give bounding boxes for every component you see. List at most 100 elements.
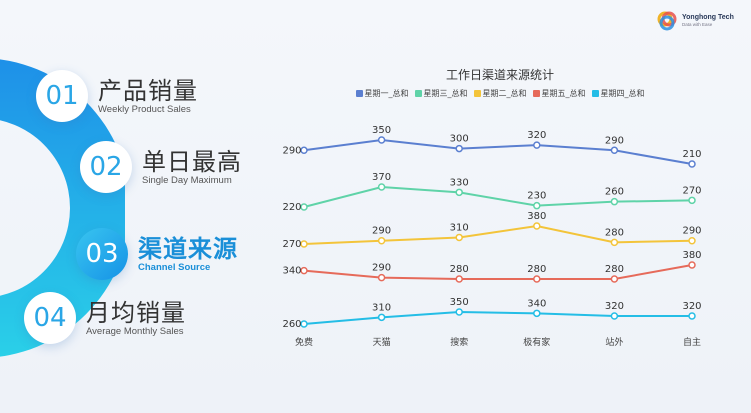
data-point[interactable] [377, 236, 386, 245]
data-point[interactable] [300, 320, 308, 328]
menu-item-title: 渠道来源 [138, 234, 238, 263]
data-label: 320 [605, 301, 624, 312]
legend-swatch [591, 90, 599, 97]
data-point[interactable] [688, 160, 696, 168]
data-point[interactable] [533, 222, 541, 230]
x-tick-label: 站外 [605, 336, 623, 348]
data-label: 310 [450, 222, 469, 233]
chart-title: 工作日渠道来源统计 [445, 68, 554, 82]
legend-label: 星期三_总和 [423, 89, 468, 98]
series-line [303, 264, 693, 280]
data-point[interactable] [610, 146, 619, 155]
menu-item-title: 单日最高 [142, 147, 242, 176]
data-point[interactable] [533, 201, 541, 210]
legend-item[interactable]: 星期三_总和 [414, 88, 468, 99]
data-point[interactable] [688, 196, 696, 205]
legend-label: 星期五_总和 [541, 89, 586, 98]
data-point[interactable] [610, 275, 619, 283]
data-label: 380 [527, 211, 546, 222]
data-point[interactable] [610, 312, 619, 320]
data-label: 320 [682, 301, 701, 312]
legend-item[interactable]: 星期四_总和 [591, 88, 645, 99]
legend-swatch [532, 90, 540, 97]
data-label: 310 [372, 302, 391, 313]
data-label: 340 [527, 298, 546, 309]
data-label: 290 [372, 226, 391, 237]
data-point[interactable] [610, 238, 619, 247]
menu-item-title: 产品销量 [98, 76, 198, 105]
x-tick-label: 天猫 [373, 336, 391, 348]
legend-swatch [414, 90, 422, 97]
data-point[interactable] [688, 261, 696, 269]
data-point[interactable] [300, 146, 308, 155]
logo-icon [657, 11, 677, 31]
menu-item-product-sales[interactable]: 01 产品销量 Weekly Product Sales [36, 70, 198, 122]
legend-label: 星期一_总和 [364, 89, 409, 98]
x-tick-label: 自主 [683, 336, 701, 348]
data-label: 350 [372, 125, 391, 136]
menu-item-subtitle: Single Day Maximum [142, 174, 232, 186]
data-point[interactable] [300, 240, 308, 248]
data-label: 380 [682, 250, 701, 261]
legend-item[interactable]: 星期五_总和 [532, 88, 586, 99]
data-label: 290 [372, 263, 391, 274]
data-point[interactable] [377, 136, 386, 144]
x-tick-label: 免费 [295, 336, 313, 348]
data-point[interactable] [688, 312, 696, 320]
data-point[interactable] [455, 233, 463, 242]
chart-legend: 星期一_总和 星期三_总和 星期二_总和 星期五_总和 星期四_总和 [270, 88, 730, 99]
company-logo: Yonghong Tech Data with Ease [656, 10, 734, 32]
data-point[interactable] [533, 309, 541, 318]
series-line [303, 224, 693, 245]
menu-item-title: 月均销量 [86, 298, 186, 327]
legend-item[interactable]: 星期一_总和 [355, 88, 409, 99]
data-point[interactable] [455, 144, 463, 153]
data-point[interactable] [688, 236, 696, 245]
data-label: 340 [282, 266, 301, 277]
legend-label: 星期四_总和 [600, 89, 645, 98]
data-point[interactable] [455, 188, 463, 197]
data-point[interactable] [533, 275, 541, 283]
menu-item-subtitle: Weekly Product Sales [98, 103, 191, 115]
data-label: 260 [282, 319, 301, 330]
data-label: 270 [682, 185, 701, 196]
legend-swatch [473, 90, 481, 97]
data-point[interactable] [300, 266, 308, 275]
data-label: 320 [527, 130, 546, 141]
data-label: 280 [527, 264, 546, 275]
data-label: 290 [682, 226, 701, 237]
menu-number-badge: 04 [24, 292, 76, 344]
data-label: 230 [527, 191, 546, 202]
data-label: 260 [605, 187, 624, 198]
menu-item-subtitle: Channel Source [138, 261, 211, 273]
series-line [303, 310, 692, 325]
data-label: 270 [282, 239, 301, 250]
data-point[interactable] [533, 141, 541, 149]
legend-swatch [355, 90, 363, 97]
data-point[interactable] [455, 275, 463, 283]
logo-slogan: Data with Ease [682, 22, 713, 27]
menu-item-monthly-average[interactable]: 04 月均销量 Average Monthly Sales [24, 292, 186, 344]
menu-item-channel-source[interactable]: 03 渠道来源 Channel Source [76, 228, 238, 280]
data-point[interactable] [377, 313, 386, 322]
data-label: 330 [450, 177, 469, 188]
data-point[interactable] [455, 308, 463, 316]
menu-number-badge: 01 [36, 70, 88, 122]
data-label: 290 [282, 145, 301, 156]
data-point[interactable] [300, 203, 308, 211]
data-label: 280 [450, 264, 469, 275]
data-point[interactable] [377, 273, 386, 282]
menu-item-subtitle: Average Monthly Sales [86, 325, 184, 337]
menu-number-badge: 02 [80, 141, 132, 193]
menu-number-badge: 03 [76, 228, 128, 280]
x-tick-label: 极有家 [523, 336, 550, 348]
logo-name: Yonghong Tech [682, 14, 734, 21]
menu-item-single-day-max[interactable]: 02 单日最高 Single Day Maximum [80, 141, 242, 193]
series-line [303, 138, 693, 165]
data-label: 280 [605, 227, 624, 238]
data-point[interactable] [610, 197, 619, 206]
legend-item[interactable]: 星期二_总和 [473, 88, 527, 99]
data-point[interactable] [377, 183, 386, 191]
data-label: 350 [450, 297, 469, 308]
